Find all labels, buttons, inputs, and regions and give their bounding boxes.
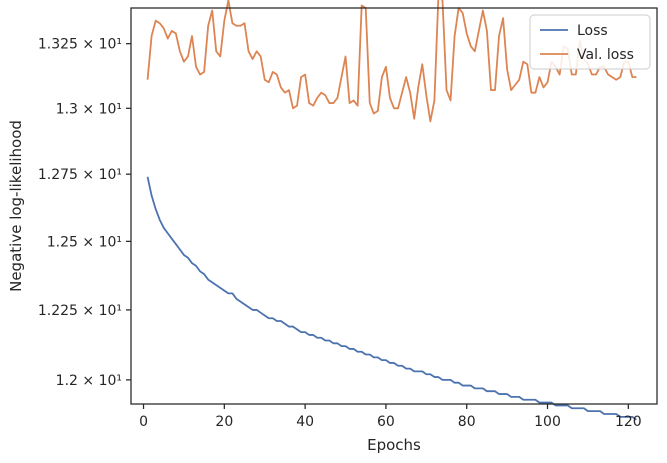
y-tick-label: 1.2 × 10¹ bbox=[56, 373, 122, 389]
y-axis-ticks: 1.2 × 10¹ 1.225 × 10¹ 1.25 × 10¹ 1.275 × 10… bbox=[38, 37, 131, 389]
plot-frame bbox=[130, 7, 658, 405]
x-tick-label: 40 bbox=[296, 414, 314, 430]
x-axis-ticks: 0 20 40 60 80 100 120 bbox=[139, 404, 642, 430]
x-tick-label: 60 bbox=[377, 414, 395, 430]
series-line-loss bbox=[146, 176, 637, 421]
y-tick-label: 1.275 × 10¹ bbox=[38, 167, 122, 183]
legend-box bbox=[529, 14, 651, 70]
y-tick-label: 1.225 × 10¹ bbox=[38, 303, 122, 319]
legend-label-loss: Loss bbox=[577, 23, 608, 39]
y-tick-label: 1.325 × 10¹ bbox=[38, 37, 122, 53]
legend-label-val-loss: Val. loss bbox=[577, 47, 634, 63]
legend: Loss Val. loss bbox=[529, 14, 651, 70]
y-axis-title: Negative log-likelihood bbox=[7, 120, 25, 292]
x-tick-label: 80 bbox=[458, 414, 476, 430]
y-tick-label: 1.25 × 10¹ bbox=[47, 234, 122, 250]
y-tick-label: 1.3 × 10¹ bbox=[56, 101, 122, 117]
x-tick-label: 0 bbox=[139, 414, 148, 430]
x-tick-label: 120 bbox=[615, 414, 642, 430]
x-axis-title: Epochs bbox=[367, 436, 421, 454]
x-tick-label: 100 bbox=[534, 414, 561, 430]
x-tick-label: 20 bbox=[215, 414, 233, 430]
